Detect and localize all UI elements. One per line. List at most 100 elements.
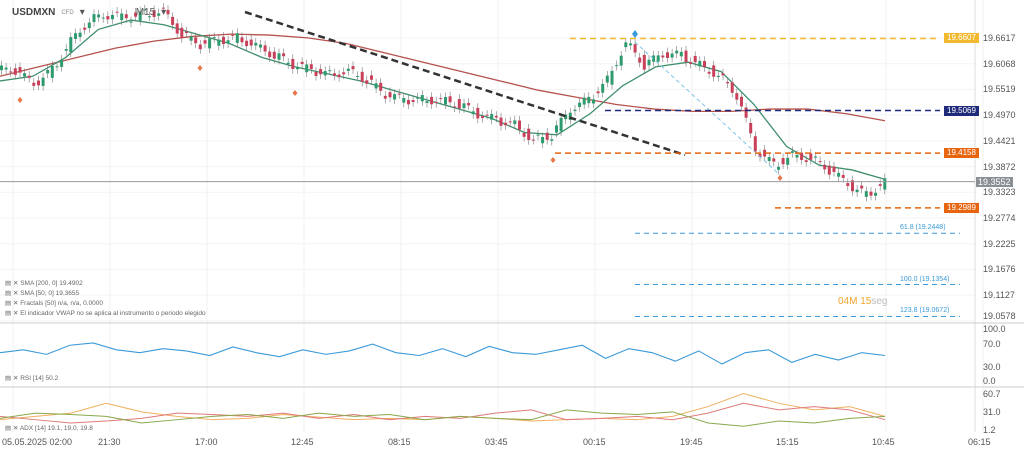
candle: [596, 91, 600, 94]
fractal-down-marker: [550, 157, 556, 163]
price-axis-label: 19.1127: [983, 290, 1015, 301]
candle: [864, 191, 868, 197]
candle: [268, 51, 272, 58]
symbol-dropdown-icon[interactable]: ▾: [79, 7, 85, 18]
candle: [189, 36, 193, 41]
candle: [536, 134, 540, 136]
candle: [397, 93, 401, 95]
candle: [642, 54, 646, 70]
candle: [675, 50, 679, 54]
candle: [832, 166, 836, 172]
level-tag[interactable]: 19.5069: [944, 105, 979, 116]
price-axis-label: 19.4421: [983, 135, 1016, 146]
time-axis-label: 03:45: [485, 437, 508, 447]
candle: [564, 114, 568, 120]
candle: [601, 83, 605, 93]
candle: [730, 82, 734, 93]
candle: [64, 48, 68, 51]
candle: [434, 101, 438, 104]
candle: [74, 33, 77, 39]
candle: [245, 40, 249, 47]
candle: [351, 66, 355, 70]
candle: [684, 50, 688, 63]
adx-axis-label: 60.7: [983, 389, 1001, 399]
level-tag[interactable]: 19.6607: [944, 33, 979, 44]
price-axis-label: 19.6068: [983, 58, 1016, 69]
price-axis-label: 19.1676: [983, 264, 1016, 275]
candle: [860, 185, 864, 189]
candle: [457, 99, 461, 109]
legend-sma200[interactable]: ▤ ✕ SMA [200, 0] 19.4902: [5, 280, 83, 287]
candle: [277, 53, 281, 60]
time-axis-label: 05.05.2025 02:00: [2, 437, 73, 447]
candle: [198, 44, 202, 50]
candle: [143, 9, 147, 11]
time-axis-label: 08:15: [388, 437, 411, 447]
legend-adx[interactable]: ▤ ✕ ADX [14] 19.1, 19.0, 19.8: [5, 425, 93, 432]
candle: [781, 158, 785, 165]
timeframe-dropdown-icon[interactable]: ▾: [161, 7, 167, 18]
legend-rsi[interactable]: ▤ ✕ RSI [14] 50.2: [5, 375, 59, 382]
candle: [138, 11, 142, 21]
candle: [744, 107, 748, 118]
candle: [416, 97, 420, 99]
candle: [226, 40, 230, 44]
candle: [46, 69, 50, 74]
symbol-name[interactable]: USDMXN: [12, 7, 56, 18]
candle: [342, 72, 346, 75]
candle: [531, 139, 535, 141]
plus-di-line: [0, 402, 886, 424]
candle: [129, 21, 133, 23]
adx-axis-label: 1.2: [983, 425, 996, 435]
level-tag[interactable]: 19.4158: [944, 148, 979, 159]
candle: [323, 71, 327, 76]
candle: [568, 112, 572, 120]
candle: [407, 99, 410, 105]
candle: [111, 15, 114, 20]
candle-countdown: 04M 15seg: [838, 296, 888, 307]
timeframe-select[interactable]: M15: [135, 7, 156, 18]
candle: [827, 165, 831, 175]
candle: [203, 40, 207, 44]
candle: [587, 96, 591, 104]
candle: [185, 31, 188, 33]
candle: [841, 174, 845, 178]
candle: [208, 38, 212, 49]
candle: [740, 96, 743, 107]
candle: [296, 66, 299, 70]
candle: [527, 128, 531, 141]
candle: [494, 115, 498, 118]
time-axis-label: 15:15: [776, 437, 799, 447]
candle: [402, 97, 406, 103]
candle: [180, 27, 184, 39]
candle: [508, 121, 512, 123]
time-axis-label: 12:45: [291, 437, 314, 447]
candle: [87, 22, 91, 29]
legend-vwap[interactable]: ▤ ✕ El indicador VWAP no se aplica al in…: [5, 310, 206, 317]
candle: [869, 191, 873, 196]
candle: [823, 164, 827, 170]
candle: [305, 64, 309, 73]
fib-label: 100.0 (19.1354): [900, 275, 950, 283]
candle: [661, 55, 665, 58]
candle: [666, 52, 669, 58]
legend-fractals[interactable]: ▤ ✕ Fractals [50] n/a, n/a, 0.0000: [5, 300, 103, 307]
candle: [41, 77, 45, 86]
adx-axis-label: 31.0: [983, 407, 1001, 418]
candle: [337, 74, 341, 78]
candle: [18, 67, 22, 73]
candle: [541, 137, 545, 144]
candle: [767, 156, 771, 161]
price-axis-label: 19.3872: [983, 161, 1016, 172]
candle: [814, 156, 817, 158]
candle: [263, 45, 267, 52]
price-axis-label: 19.5519: [983, 84, 1016, 95]
candle: [314, 71, 318, 76]
candle: [592, 99, 595, 104]
legend-sma50[interactable]: ▤ ✕ SMA [50, 0] 19.3655: [5, 290, 80, 297]
level-tag[interactable]: 19.2989: [944, 202, 979, 213]
price-axis-label: 19.2225: [983, 238, 1016, 249]
candle: [698, 60, 702, 67]
candle: [638, 57, 642, 63]
